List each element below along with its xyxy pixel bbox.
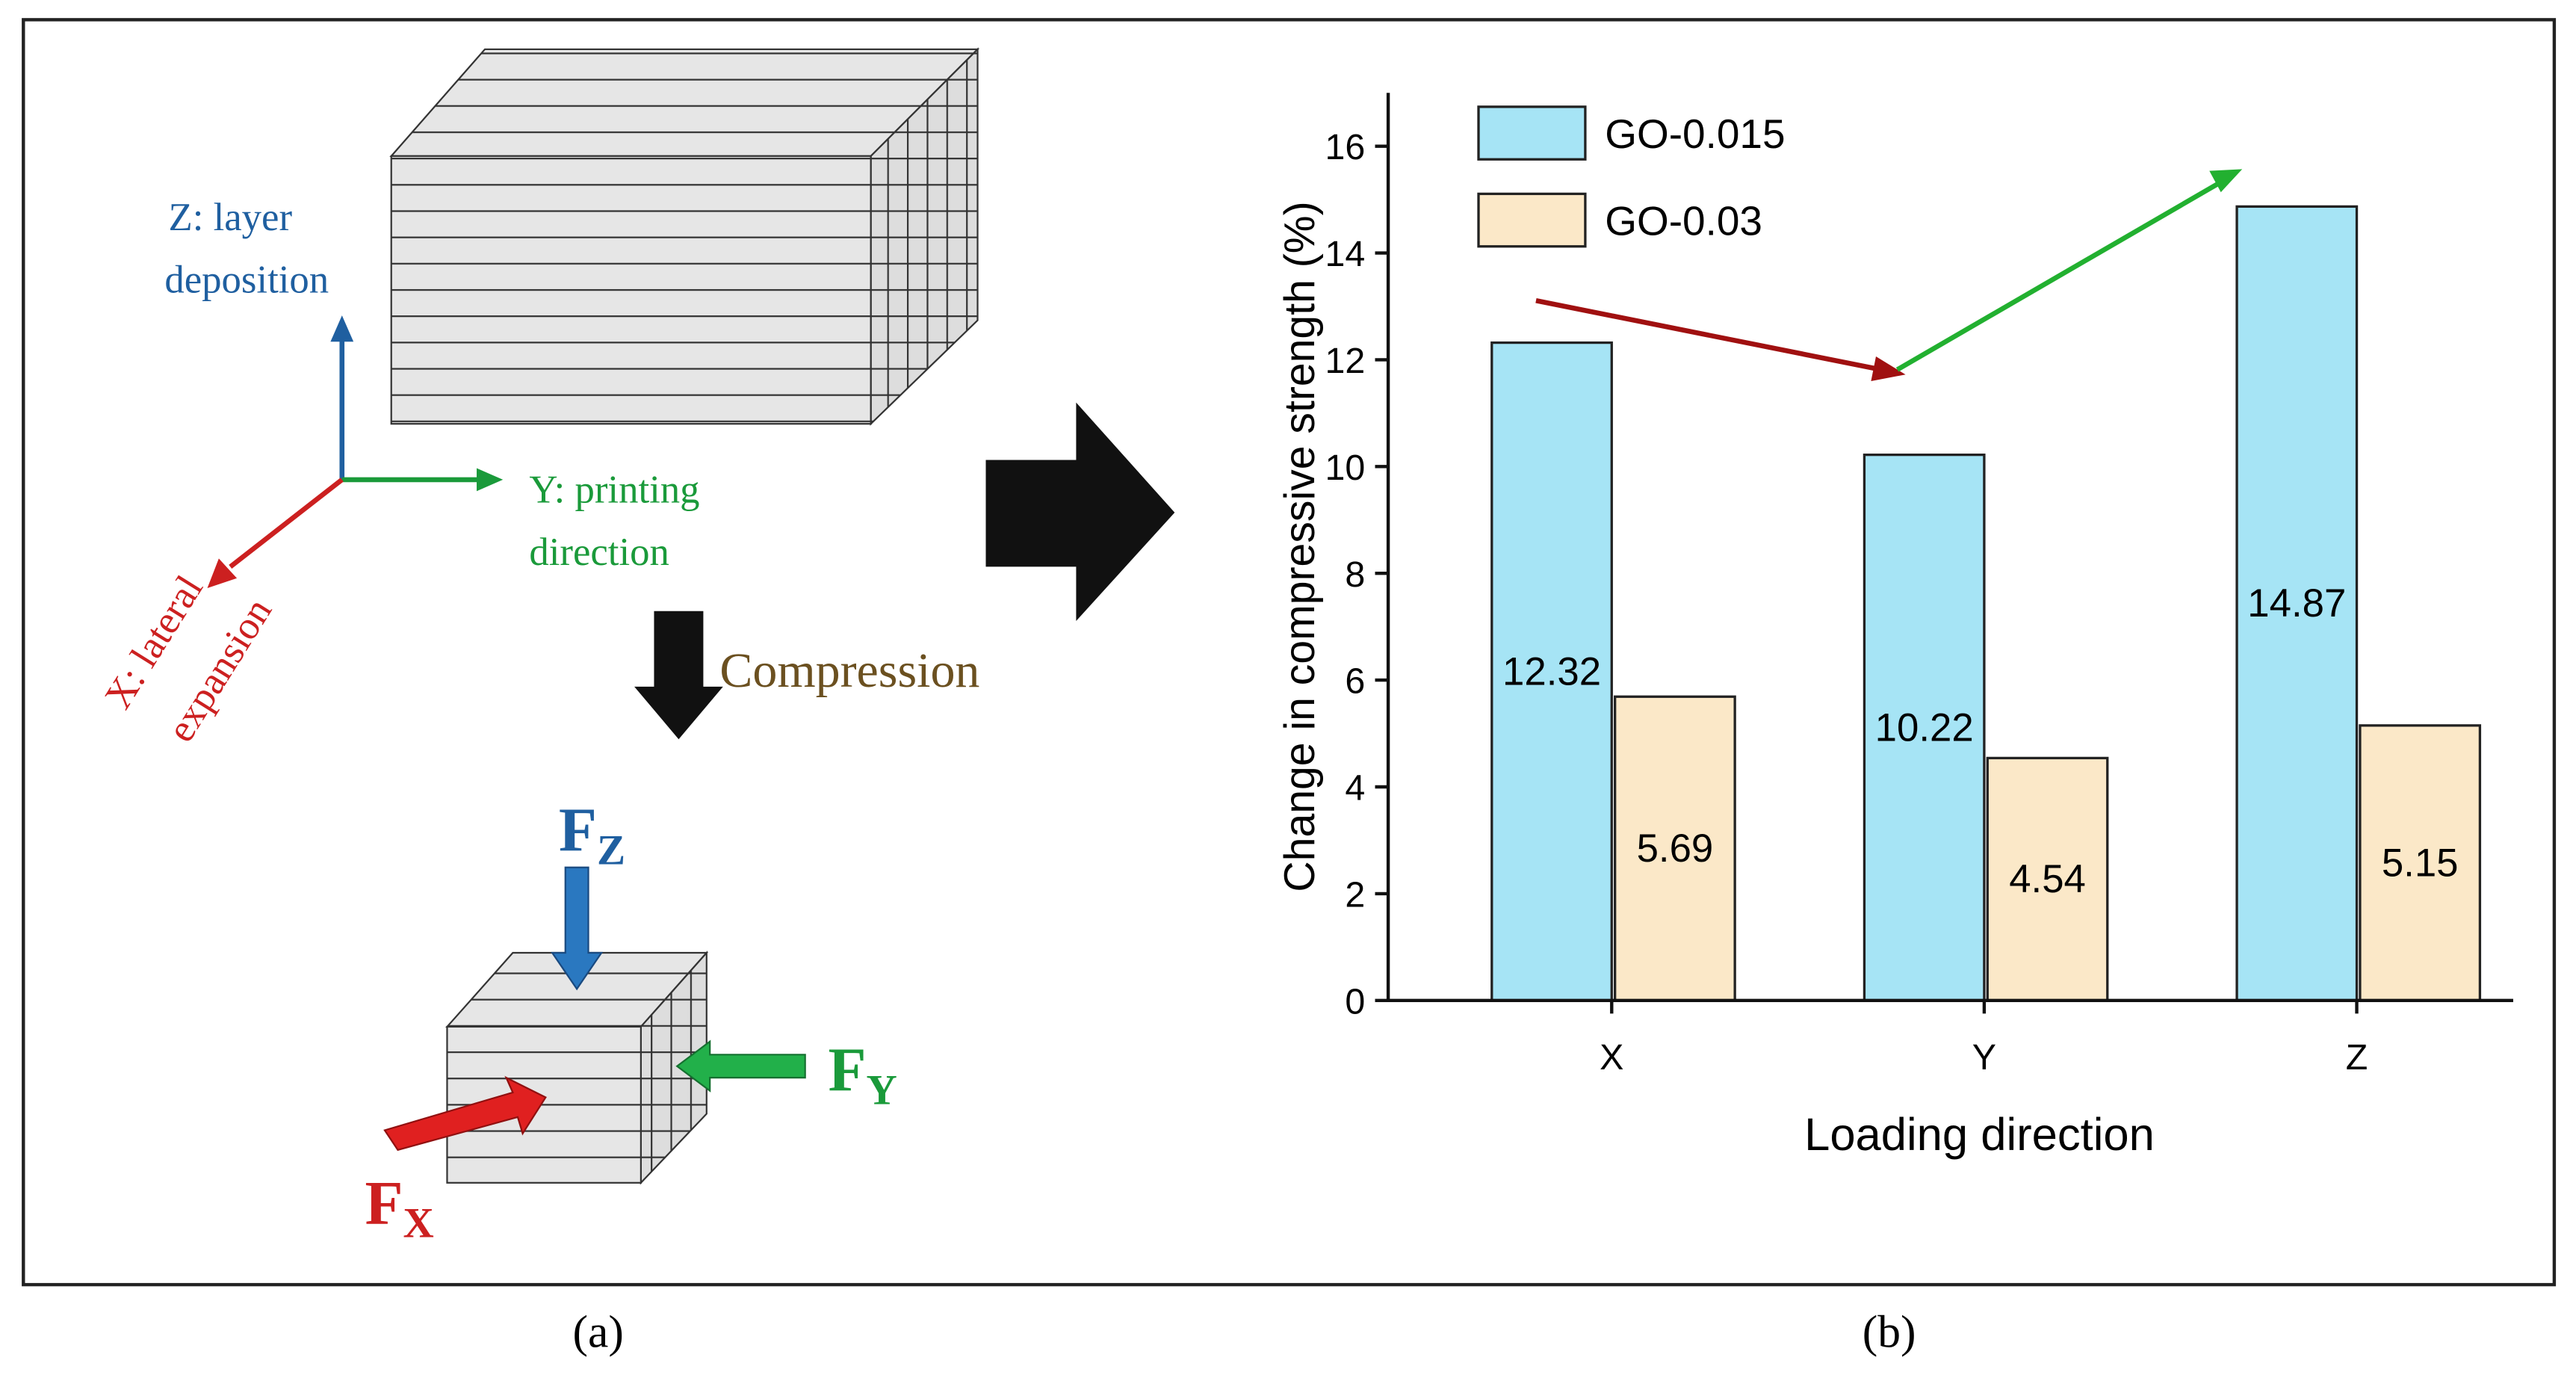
- force-y-arrow: [675, 1039, 806, 1093]
- y-tick-label: 2: [1345, 874, 1365, 915]
- x-tick-label: X: [1600, 1037, 1623, 1078]
- force-z-arrow: [551, 866, 604, 991]
- y-label: direction: [529, 531, 669, 574]
- bar: [2359, 724, 2482, 1002]
- value-label: 14.87: [2247, 581, 2346, 625]
- z-label: deposition: [164, 258, 329, 301]
- bar: [1490, 341, 1613, 1002]
- trend-arrows: [1535, 169, 2243, 382]
- legend-label: GO-0.03: [1605, 197, 1762, 244]
- y-axis-label: Change in compressive strength (%): [1276, 201, 1324, 892]
- x-axis-label: Loading direction: [1804, 1109, 2155, 1161]
- y-tick-label: 10: [1325, 448, 1366, 488]
- force-x-arrow: [383, 1075, 547, 1152]
- bar: [2235, 205, 2359, 1002]
- y-tick-label: 12: [1325, 341, 1366, 381]
- bar: [1863, 453, 1986, 1002]
- x-tick-label: Z: [2346, 1037, 2368, 1078]
- y-tick-label: 8: [1345, 554, 1365, 595]
- y-tick-label: 6: [1345, 661, 1365, 702]
- compression-label: Compression: [719, 643, 979, 698]
- caption: (a): [573, 1307, 624, 1358]
- value-label: 5.15: [2382, 841, 2459, 885]
- y-tick-label: 14: [1325, 234, 1366, 274]
- frame: [22, 18, 2557, 1287]
- x-tick-label: Y: [1972, 1037, 1996, 1078]
- legend-swatch: [1477, 105, 1587, 161]
- bar-chart: 0 2 4 6 8 10 12 14 16 X 12.32 5.69 Y 10.22 4.54 Z 14.87 5…: [1276, 93, 2513, 1161]
- force-y-label: FY: [828, 1036, 897, 1114]
- value-label: 10.22: [1875, 705, 1974, 750]
- z-label: Z: layer: [169, 196, 293, 239]
- big-arrow: [985, 402, 1175, 621]
- y-tick-label: 4: [1345, 768, 1365, 809]
- legend-swatch: [1477, 192, 1587, 248]
- y-tick-label: 16: [1325, 127, 1366, 167]
- printed-block: [389, 47, 980, 426]
- axis-frame: [1386, 93, 2513, 1002]
- value-label: 12.32: [1502, 649, 1601, 693]
- force-z-label: FZ: [559, 797, 625, 874]
- value-label: 5.69: [1637, 826, 1714, 871]
- y-label: Y: printing: [529, 469, 699, 512]
- bar: [1614, 695, 1736, 1002]
- down-arrow: [634, 611, 723, 740]
- y-tick-label: 0: [1345, 981, 1365, 1022]
- legend-label: GO-0.015: [1605, 111, 1785, 157]
- bar: [1986, 756, 2109, 1002]
- force-x-label: FX: [365, 1169, 434, 1247]
- value-label: 4.54: [2009, 857, 2086, 901]
- caption: (b): [1863, 1307, 1916, 1358]
